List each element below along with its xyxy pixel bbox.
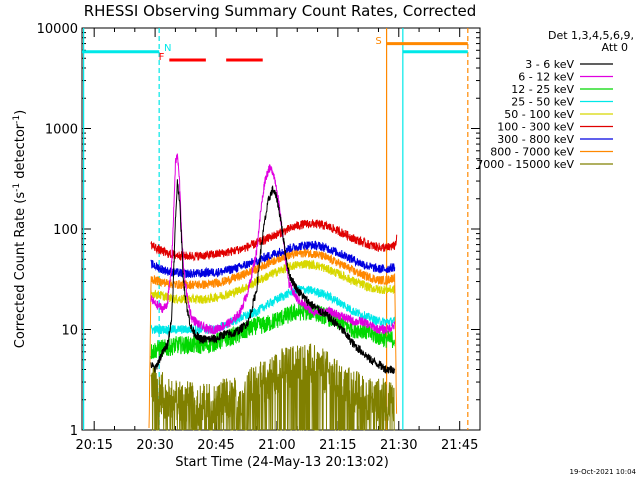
legend-entry-label: 25 - 50 keV xyxy=(511,96,574,109)
x-axis-label: Start Time (24-May-13 20:13:02) xyxy=(175,455,389,470)
y-axis-label-part-1: Corrected Count Rate (s xyxy=(13,192,28,349)
x-tick-label: 21:30 xyxy=(380,438,417,453)
generation-timestamp: 19-Oct-2021 10:04 xyxy=(570,468,637,476)
series-line xyxy=(150,343,395,431)
y-axis-label-exponent-1: -1 xyxy=(12,183,22,192)
series-line xyxy=(150,219,398,262)
y-tick-label: 10 xyxy=(61,324,78,339)
x-tick-label: 21:15 xyxy=(319,438,356,453)
y-tick-label: 100 xyxy=(53,223,78,238)
observing-periods xyxy=(82,28,469,430)
legend-entry-label: 6 - 12 keV xyxy=(518,71,574,84)
series-line xyxy=(150,153,396,335)
plot-frame xyxy=(81,27,481,431)
y-tick-label: 1000 xyxy=(45,123,78,138)
y-axis-label-exponent-2: -1 xyxy=(12,115,22,124)
x-tick-label: 21:45 xyxy=(441,438,478,453)
legend-entry-label: 50 - 100 keV xyxy=(504,108,574,121)
period-labels: FN S xyxy=(159,36,382,63)
y-tick-label: 10000 xyxy=(37,22,78,37)
legend-entry-label: 12 - 25 keV xyxy=(511,83,574,96)
x-tick-label: 20:45 xyxy=(197,438,234,453)
period-label: N xyxy=(164,43,171,54)
legend-header-attenuator: Att 0 xyxy=(602,41,628,54)
y-axis-label: Corrected Count Rate (s-1 detector-1) xyxy=(12,110,28,348)
series-line xyxy=(150,179,396,374)
period-label: S xyxy=(375,36,381,47)
y-tick-label: 1 xyxy=(70,424,78,439)
y-axis-label-part-2: detector xyxy=(13,123,28,183)
period-label: F xyxy=(159,52,165,63)
x-axis: 20:15 20:30 20:45 21:00 21:15 21:30 21:45 xyxy=(75,28,481,453)
legend-entry-label: 3 - 6 keV xyxy=(525,58,574,71)
y-axis: 1 10 100 1000 10000 xyxy=(37,22,480,439)
plot-area xyxy=(81,27,481,431)
series-line xyxy=(150,302,396,360)
chart-title: RHESSI Observing Summary Count Rates, Co… xyxy=(84,2,477,20)
x-tick-label: 20:30 xyxy=(136,438,173,453)
x-tick-label: 20:15 xyxy=(75,438,112,453)
series-line xyxy=(150,259,396,305)
legend-entry-label: 7000 - 15000 keV xyxy=(476,158,574,171)
series-layer xyxy=(148,153,398,431)
y-axis-label-part-3: ) xyxy=(13,110,28,115)
legend-entry-label: 100 - 300 keV xyxy=(497,121,574,134)
series-line xyxy=(148,248,398,429)
legend-entry-label: 800 - 7000 keV xyxy=(490,146,574,159)
legend-header-detectors: Det 1,3,4,5,6,9, xyxy=(548,29,634,42)
x-tick-label: 21:00 xyxy=(258,438,295,453)
series-line xyxy=(150,240,396,278)
legend-entry-label: 300 - 800 keV xyxy=(497,133,574,146)
